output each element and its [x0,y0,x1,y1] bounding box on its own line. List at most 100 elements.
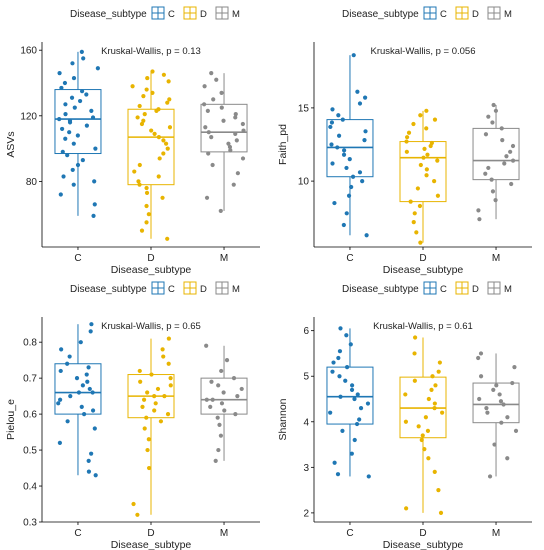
x-tick-label: D [147,528,154,539]
data-point [146,212,151,217]
data-point [80,157,85,163]
data-point [329,120,335,125]
data-point [85,379,90,384]
data-point [335,145,340,150]
data-point [355,89,360,94]
data-point [202,84,207,89]
data-point [63,112,68,117]
legend-key-m: M [215,6,240,20]
data-point [209,379,214,384]
legend-key-d: D [455,281,479,295]
points-c [57,49,100,218]
x-axis-title: Disease_subtype [383,264,464,276]
legend: Disease_subtype C D M [70,281,240,295]
data-point [337,374,342,379]
legend-title: Disease_subtype [70,284,147,295]
data-point [343,378,348,383]
data-point [161,72,166,77]
data-point [75,162,81,168]
points-m [476,351,519,479]
data-point [436,369,441,374]
data-point [487,474,493,479]
x-tick-label: C [346,253,353,264]
data-point [67,118,73,123]
legend-title: Disease_subtype [342,9,419,20]
data-point [59,85,64,91]
data-point [204,397,209,402]
data-point [144,415,149,420]
data-point [413,335,418,340]
legend-key-d: D [455,6,479,20]
data-point [205,108,210,113]
data-point [231,182,236,187]
y-tick-label: 0.7 [23,374,37,385]
legend-label: M [504,9,512,20]
data-point [144,220,149,225]
legend: Disease_subtype C D M [70,6,240,20]
data-point [233,131,238,136]
data-point [157,156,162,161]
data-point [221,118,226,123]
data-point [418,113,423,118]
data-point [344,365,350,370]
data-point [491,102,496,108]
data-point [213,458,218,463]
data-point [71,75,77,81]
data-point [165,412,171,417]
legend-label: D [472,9,479,20]
data-point [166,361,171,366]
data-point [412,211,417,216]
data-point [137,162,142,168]
y-tick-label: 120 [20,111,37,122]
data-point [204,343,209,348]
legend-label: C [168,284,175,295]
data-point [344,333,349,338]
data-point [222,408,227,413]
data-point [81,56,86,61]
data-point [82,412,87,417]
data-point [62,80,68,86]
data-point [510,158,516,163]
points-c [328,326,371,479]
data-point [150,69,155,74]
panel-pielou-e: Disease_subtype C D M 0.3 0.4 0.5 0.6 0.7 0.8 Piel… [5,281,260,550]
y-axis-title: Shannon [277,398,289,440]
data-point [486,114,491,119]
data-point [332,200,337,206]
data-point [204,195,210,200]
data-point [217,422,222,427]
data-point [349,184,354,190]
iqr-box [472,382,520,424]
data-point [363,129,368,134]
x-tick-label: M [492,528,500,539]
data-point [87,386,92,392]
data-point [412,378,417,383]
data-point [93,146,98,151]
data-point [510,143,516,149]
data-point [160,195,165,200]
data-point [490,189,496,194]
data-point [344,211,349,216]
data-point [233,112,238,117]
data-point [70,61,75,66]
data-point [156,107,161,112]
data-point [239,386,244,392]
data-point [422,447,427,452]
data-point [168,383,173,388]
data-point [332,460,337,465]
data-point [408,199,413,204]
data-point [404,506,409,511]
data-point [60,149,65,154]
data-point [145,390,150,395]
y-tick-label: 15 [298,103,310,114]
data-point [144,185,149,191]
data-point [60,126,65,132]
data-point [425,152,430,157]
data-point [216,383,221,388]
data-point [227,144,233,150]
data-point [219,90,224,95]
data-point [95,66,100,71]
